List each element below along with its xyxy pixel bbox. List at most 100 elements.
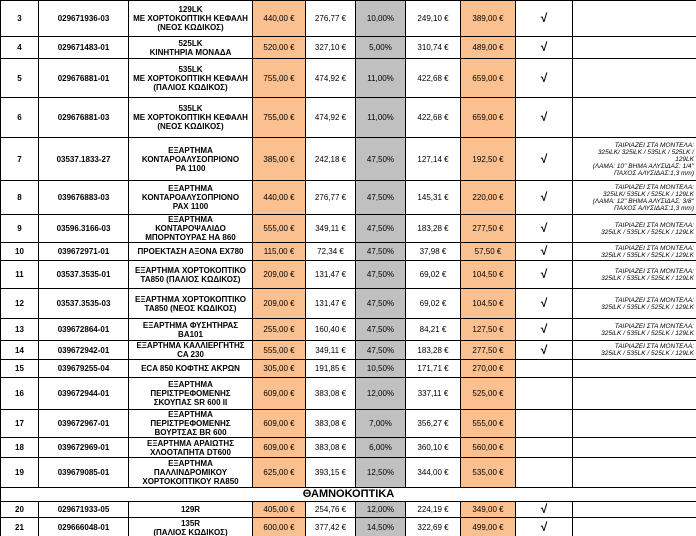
discount: 47,50% — [355, 318, 406, 341]
discount: 12,50% — [355, 457, 406, 488]
description: ΕΞΑΡΤΗΜΑ ΑΡΑΙΩΤΗΣ ΧΛΟΟΤΑΠΗΤΑ DT600 — [128, 437, 253, 458]
discounted-price: 145,31 € — [405, 180, 461, 215]
description: ΕΞΑΡΤΗΜΑ ΚΟΝΤΑΡΟΑΛΥΣΟΠΡΙΟΝΟ PA 1100 — [128, 137, 253, 181]
net-price: 474,92 € — [305, 58, 356, 98]
description: ΠΡΟΕΚΤΑΣΗ ΑΞΟΝΑ ΕΧ780 — [128, 242, 253, 261]
row-number: 19 — [0, 457, 39, 488]
notes — [572, 457, 696, 488]
notes — [572, 36, 696, 59]
discounted-price: 171,71 € — [405, 359, 461, 378]
table-row: 15 039679255-04 ECA 850 ΚΟΦΤΗΣ ΑΚΡΩΝ 305,00… — [0, 359, 696, 378]
list-price: 255,00 € — [252, 318, 306, 341]
retail-price: 659,00 € — [460, 97, 516, 138]
description: 129LK ΜΕ ΧΟΡΤΟΚΟΠΤΙΚΗ ΚΕΦΑΛΗ (ΝΕΟΣ ΚΩΔΙΚ… — [128, 0, 253, 37]
table-row: 7 03537.1833-27 ΕΞΑΡΤΗΜΑ ΚΟΝΤΑΡΟΑΛΥΣΟΠΡΙΟΝ… — [0, 137, 696, 181]
retail-price: 277,50 € — [460, 340, 516, 360]
discounted-price: 310,74 € — [405, 36, 461, 59]
list-price: 520,00 € — [252, 36, 306, 59]
net-price: 72,34 € — [305, 242, 356, 261]
description: ΕΞΑΡΤΗΜΑ ΠΕΡΙΣΤΡΕΦΟΜΕΝΗΣ ΒΟΥΡΤΣΑΣ BR 600 — [128, 409, 253, 438]
row-number: 13 — [0, 318, 39, 341]
discounted-price: 37,98 € — [405, 242, 461, 261]
list-price: 755,00 € — [252, 97, 306, 138]
check-mark — [515, 359, 573, 378]
discount: 47,50% — [355, 260, 406, 289]
product-code: 029671936-03 — [38, 0, 129, 37]
list-price: 209,00 € — [252, 288, 306, 319]
notes — [572, 359, 696, 378]
table-row: 19 039679085-01 ΕΞΑΡΤΗΜΑ ΠΑΛΛΙΝΔΡΟΜΙΚΟΥ ΧΟ… — [0, 457, 696, 488]
list-price: 755,00 € — [252, 58, 306, 98]
description: ΕΞΑΡΤΗΜΑ ΦΥΣΗΤΗΡΑΣ BA101 — [128, 318, 253, 341]
list-price: 555,00 € — [252, 214, 306, 243]
row-number: 18 — [0, 437, 39, 458]
list-price: 405,00 € — [252, 501, 306, 518]
table-row: 5 029676881-01 535LK ΜΕ ΧΟΡΤΟΚΟΠΤΙΚΗ ΚΕΦΑΛ… — [0, 58, 696, 98]
description: ECA 850 ΚΟΦΤΗΣ ΑΚΡΩΝ — [128, 359, 253, 378]
table-row: 20 029671933-05 129R 405,00 €254,76 €12,00%… — [0, 501, 696, 518]
discounted-price: 249,10 € — [405, 0, 461, 37]
net-price: 393,15 € — [305, 457, 356, 488]
notes: ΤΑΙΡΙΑΖΕΙ ΣΤΑ ΜΟΝΤΕΛΑ: 325iLK/ 325iLK / … — [572, 137, 696, 181]
notes: ΤΑΙΡΙΑΖΕΙ ΣΤΑ ΜΟΝΤΕΛΑ: 325iLK / 535LK / … — [572, 340, 696, 360]
table-row: 8 039676883-03 ΕΞΑΡΤΗΜΑ ΚΟΝΤΑΡΟΑΛΥΣΟΠΡΙΟΝΟ… — [0, 180, 696, 215]
check-mark: √ — [515, 260, 573, 289]
row-number: 10 — [0, 242, 39, 261]
notes — [572, 501, 696, 518]
check-mark: √ — [515, 340, 573, 360]
row-number: 20 — [0, 501, 39, 518]
retail-price: 270,00 € — [460, 359, 516, 378]
notes — [572, 409, 696, 438]
net-price: 383,08 € — [305, 409, 356, 438]
discounted-price: 127,14 € — [405, 137, 461, 181]
notes: ΤΑΙΡΙΑΖΕΙ ΣΤΑ ΜΟΝΤΕΛΑ: 325iLK / 535LK / … — [572, 288, 696, 319]
retail-price: 489,00 € — [460, 36, 516, 59]
table-row: 18 039672969-01 ΕΞΑΡΤΗΜΑ ΑΡΑΙΩΤΗΣ ΧΛΟΟΤΑΠΗ… — [0, 437, 696, 458]
discount: 47,50% — [355, 288, 406, 319]
notes — [572, 0, 696, 37]
discounted-price: 422,68 € — [405, 97, 461, 138]
discount: 10,00% — [355, 0, 406, 37]
list-price: 609,00 € — [252, 377, 306, 410]
notes — [572, 437, 696, 458]
product-code: 03537.3535-01 — [38, 260, 129, 289]
description: ΕΞΑΡΤΗΜΑ ΚΑΛΛΙΕΡΓΗΤΗΣ CA 230 — [128, 340, 253, 360]
net-price: 349,11 € — [305, 340, 356, 360]
check-mark: √ — [515, 214, 573, 243]
row-number: 4 — [0, 36, 39, 59]
notes: ΤΑΙΡΙΑΖΕΙ ΣΤΑ ΜΟΝΤΕΛΑ: 325iLK / 535LK / … — [572, 260, 696, 289]
description: 535LK ΜΕ ΧΟΡΤΟΚΟΠΤΙΚΗ ΚΕΦΑΛΗ (ΝΕΟΣ ΚΩΔΙΚ… — [128, 97, 253, 138]
row-number: 12 — [0, 288, 39, 319]
discounted-price: 322,69 € — [405, 517, 461, 536]
discounted-price: 224,19 € — [405, 501, 461, 518]
check-mark: √ — [515, 137, 573, 181]
table-row: 3 029671936-03 129LK ΜΕ ΧΟΡΤΟΚΟΠΤΙΚΗ ΚΕΦΑΛ… — [0, 0, 696, 37]
product-code: 03537.3535-03 — [38, 288, 129, 319]
check-mark: √ — [515, 180, 573, 215]
list-price: 440,00 € — [252, 180, 306, 215]
net-price: 377,42 € — [305, 517, 356, 536]
description: 135R (ΠΑΛΙΟΣ ΚΩΔΙΚΟΣ) — [128, 517, 253, 536]
check-mark: √ — [515, 36, 573, 59]
product-code: 039679085-01 — [38, 457, 129, 488]
product-code: 039679255-04 — [38, 359, 129, 378]
product-code: 039672864-01 — [38, 318, 129, 341]
retail-price: 659,00 € — [460, 58, 516, 98]
net-price: 276,77 € — [305, 0, 356, 37]
description: ΕΞΑΡΤΗΜΑ ΠΕΡΙΣΤΡΕΦΟΜΕΝΗΣ ΣΚΟΥΠΑΣ SR 600 … — [128, 377, 253, 410]
description: 525LK ΚΙΝΗΤΗΡΙΑ ΜΟΝΑΔΑ — [128, 36, 253, 59]
discount: 11,00% — [355, 58, 406, 98]
list-price: 115,00 € — [252, 242, 306, 261]
discount: 47,50% — [355, 180, 406, 215]
product-code: 029671483-01 — [38, 36, 129, 59]
table-row: 17 039672967-01 ΕΞΑΡΤΗΜΑ ΠΕΡΙΣΤΡΕΦΟΜΕΝΗΣ Β… — [0, 409, 696, 438]
discount: 47,50% — [355, 137, 406, 181]
discount: 14,50% — [355, 517, 406, 536]
net-price: 254,76 € — [305, 501, 356, 518]
discount: 47,50% — [355, 214, 406, 243]
net-price: 383,08 € — [305, 437, 356, 458]
check-mark: √ — [515, 501, 573, 518]
net-price: 160,40 € — [305, 318, 356, 341]
row-number: 6 — [0, 97, 39, 138]
net-price: 242,18 € — [305, 137, 356, 181]
